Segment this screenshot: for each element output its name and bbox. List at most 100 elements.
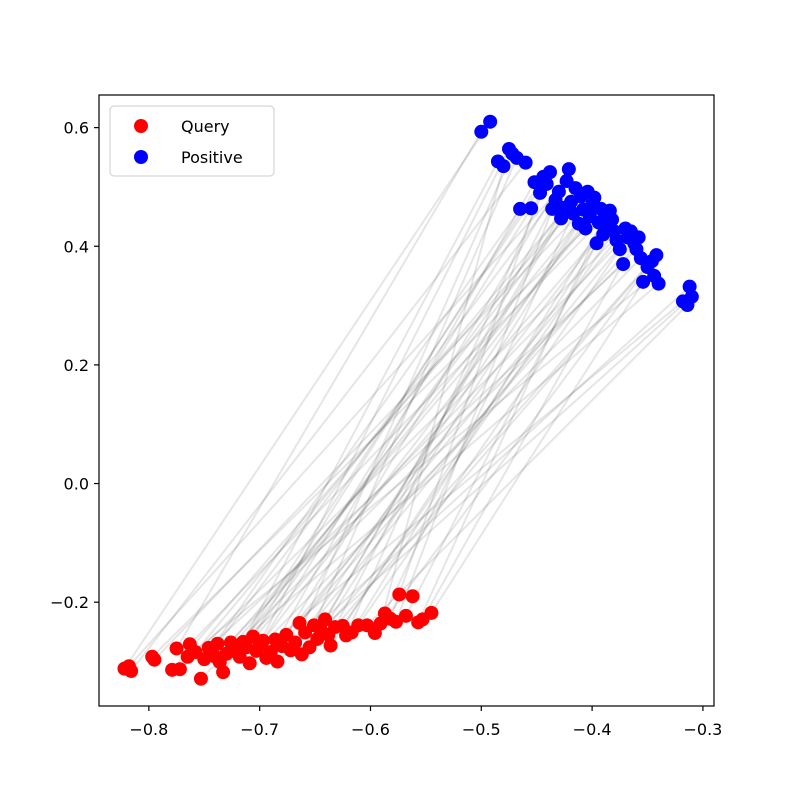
positive-point [513,201,528,216]
legend: Query Positive [109,105,275,177]
positive-point [543,165,557,180]
connector-line [329,233,605,647]
connector-line [216,191,560,645]
y-tick-label: 0.6 [64,119,89,138]
plot-frame [98,94,715,707]
connector-line [421,242,636,620]
connector-lines [123,121,693,680]
positive-point [539,176,554,191]
positive-point [518,155,533,170]
connector-line [258,207,533,647]
legend-box [109,105,275,177]
y-tick-label: 0.4 [64,237,89,256]
connector-line [298,236,640,624]
connector-line [189,221,600,646]
x-axis: −0.8 −0.7 −0.6 −0.5 −0.4 −0.3 [129,706,722,739]
positive-point [651,276,666,291]
query-point [147,652,162,667]
y-axis: −0.2 0.0 0.2 0.4 0.6 [50,119,99,612]
connector-line [248,148,510,664]
connector-line [171,191,589,671]
legend-marker-positive [134,150,148,164]
x-tick-label: −0.4 [573,720,612,739]
positive-point [554,211,569,226]
connector-line [230,208,602,644]
connector-line [262,215,591,642]
connector-line [289,236,629,651]
connector-line [294,153,514,643]
connector-line [214,230,632,658]
legend-label-query: Query [181,117,230,136]
x-tick-label: −0.6 [351,720,390,739]
connector-line [281,224,609,647]
query-point [405,589,420,604]
query-point [398,608,413,623]
positive-point [578,221,593,236]
connector-line [324,217,562,620]
connector-line [255,257,642,652]
connector-line [327,260,653,636]
query-point [318,612,333,627]
connector-line [238,176,545,658]
positive-point [649,248,664,263]
connector-line [151,227,587,658]
positive-point [605,212,620,227]
positive-point [474,124,489,139]
y-tick-label: −0.2 [50,593,89,612]
connector-line [345,183,548,636]
query-point [197,652,212,667]
connector-line [194,201,572,653]
connector-line [430,281,644,614]
positive-point [684,289,699,304]
connector-line [225,282,660,655]
connector-line [366,304,689,627]
connector-line [405,242,598,617]
connector-line [319,295,693,631]
data-points [117,114,699,686]
connector-line [276,285,691,663]
connector-line [389,192,541,620]
connector-line [350,210,611,633]
query-point [172,662,187,677]
connector-line [252,207,566,638]
connector-line [242,160,499,643]
positive-point [524,201,539,216]
query-point [392,587,407,602]
query-point [210,636,225,651]
query-point [323,638,338,653]
x-tick-label: −0.8 [129,720,168,739]
query-point [288,635,303,650]
positive-point [551,184,566,199]
legend-label-positive: Positive [181,148,243,167]
positive-point [631,230,646,245]
connector-line [123,121,491,670]
connector-line [219,204,593,663]
query-point [124,664,139,679]
connector-line [208,263,624,649]
connector-line [234,195,582,653]
connector-line [341,230,616,627]
connector-line [269,181,536,653]
connector-line [175,131,483,649]
connector-line [285,168,570,636]
positive-point [483,114,498,129]
connector-line [357,248,621,626]
legend-marker-query [134,119,148,133]
x-tick-label: −0.5 [462,720,501,739]
y-tick-label: 0.2 [64,356,89,375]
connector-line [308,187,577,648]
connector-line [379,165,505,624]
positive-point [496,159,511,174]
query-point [256,633,270,648]
positive-point [612,242,627,257]
positive-point [616,257,631,272]
x-tick-label: −0.3 [683,720,722,739]
query-point [242,656,257,671]
connector-line [301,254,658,656]
connector-line [187,275,655,658]
positive-point [561,162,576,177]
connector-line [374,266,649,634]
connector-line [274,300,684,641]
connector-line [153,208,584,661]
